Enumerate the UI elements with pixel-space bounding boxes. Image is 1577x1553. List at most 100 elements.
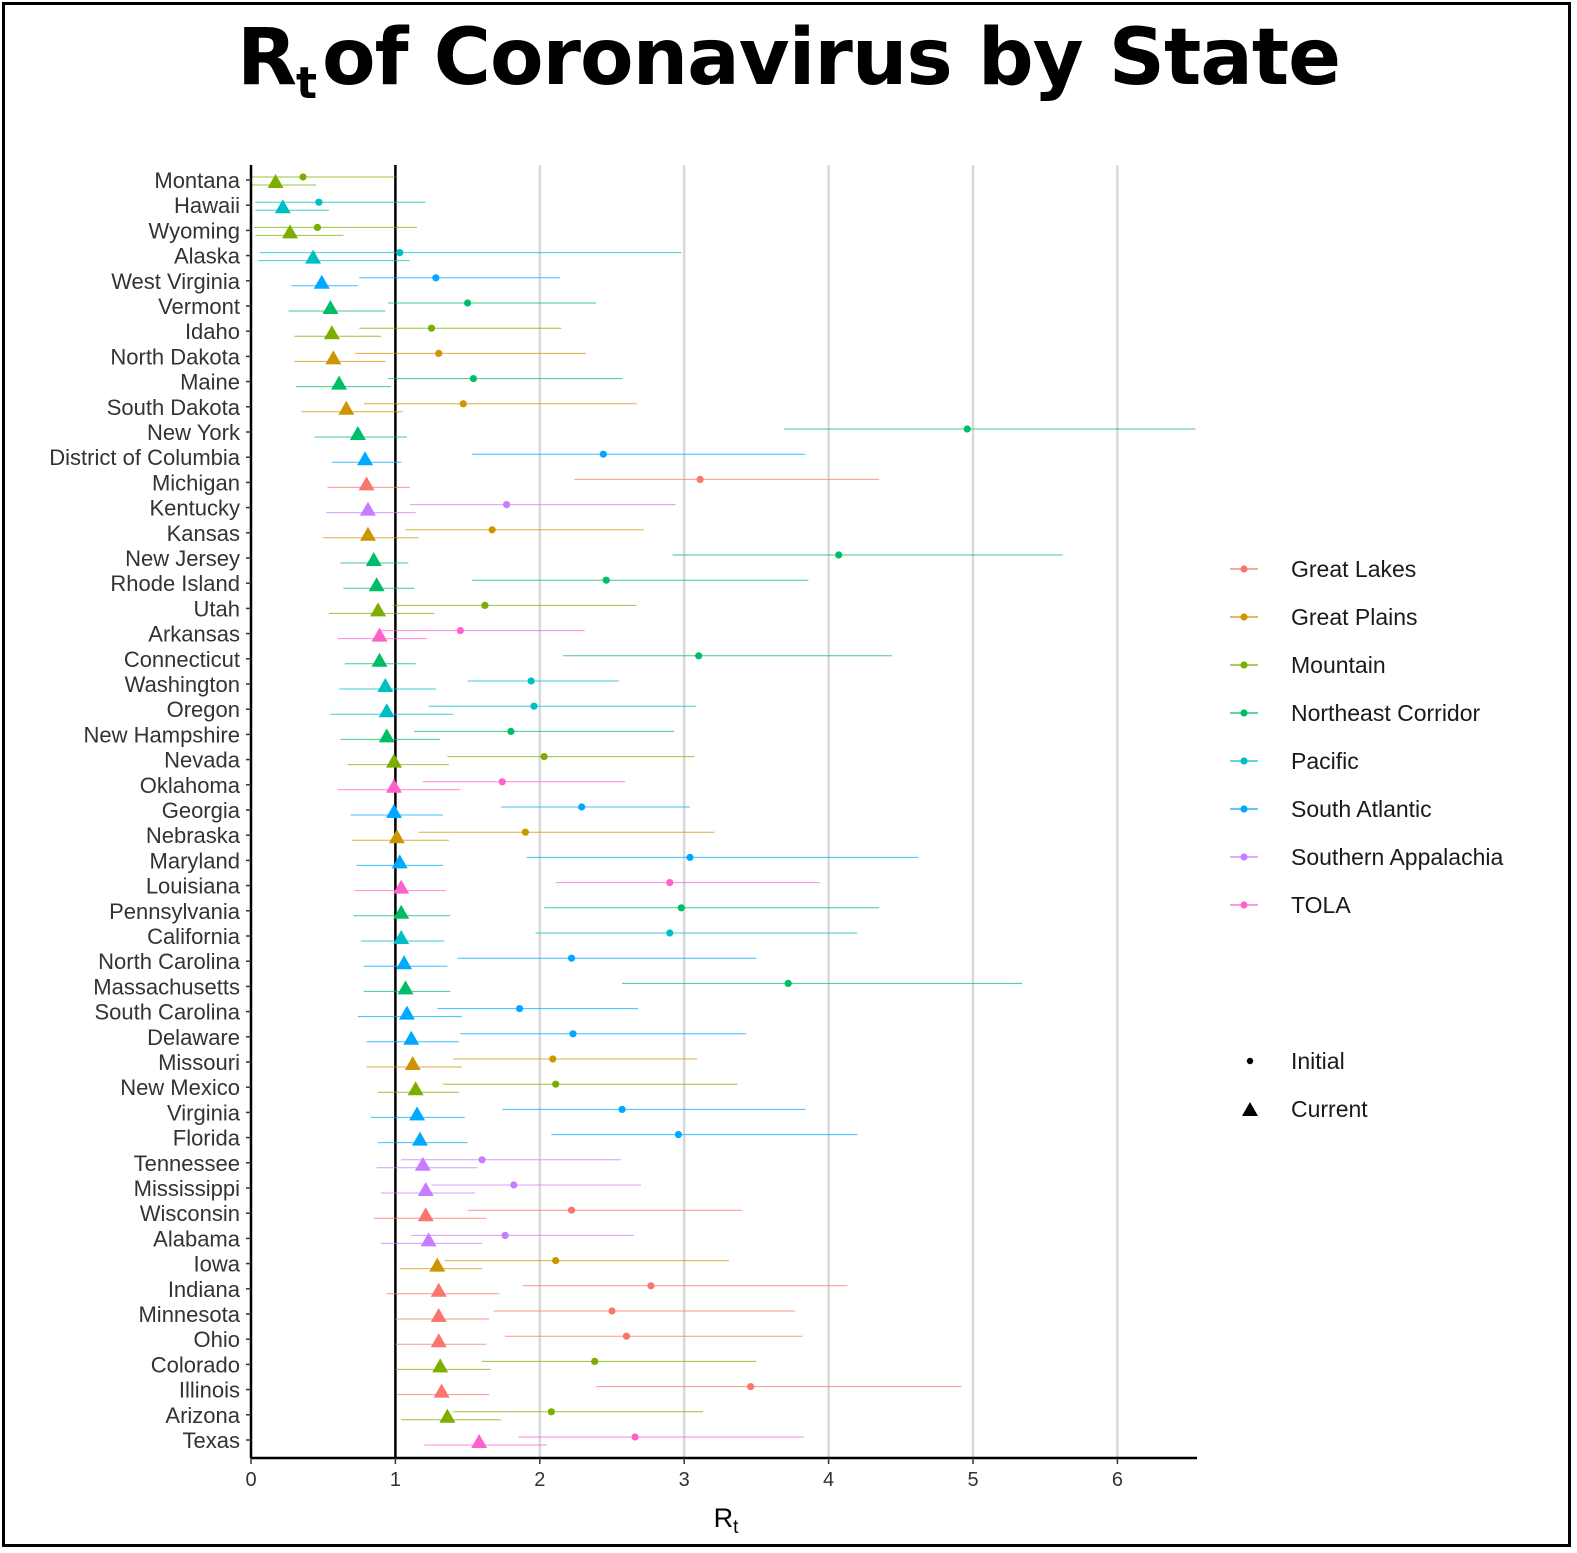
initial-point-washington [527,677,535,685]
initial-point-vermont [464,299,472,307]
initial-point-kansas [488,526,496,534]
current-point-texas [471,1434,488,1448]
legend-item-tola: TOLA [1230,892,1351,918]
current-point-florida [411,1131,428,1146]
y-tick-label-district-of-columbia: District of Columbia [49,445,240,470]
current-point-south-dakota [338,400,355,415]
legend-shape-current: Current [1242,1096,1368,1122]
gridlines [538,165,1119,1458]
y-tick-label-nevada: Nevada [164,748,241,773]
current-point-washington [377,678,394,692]
current-point-wisconsin [417,1207,434,1222]
y-tick-label-hawaii: Hawaii [174,193,240,218]
current-point-georgia [385,804,402,818]
x-axis-title-subscript: t [733,1517,739,1538]
initial-point-nevada [540,753,548,761]
y-tick-label-new-jersey: New Jersey [125,546,240,571]
y-tick-label-arkansas: Arkansas [148,622,240,647]
y-tick-label-oregon: Oregon [167,697,240,722]
y-tick-label-south-carolina: South Carolina [94,1000,240,1025]
state-row-connecticut [344,652,893,667]
initial-point-new-hampshire [507,727,515,736]
legend-item-great-lakes: Great Lakes [1230,556,1416,582]
current-point-tennessee [414,1156,431,1171]
y-tick-label-minnesota: Minnesota [138,1302,240,1327]
current-point-north-carolina [396,955,413,970]
y-tick-label-connecticut: Connecticut [124,647,240,672]
y-tick-label-alaska: Alaska [174,244,241,269]
legend-key-point [1240,805,1248,813]
current-point-new-hampshire [378,728,395,743]
legend-key-point [1240,901,1248,909]
initial-point-tennessee [478,1156,486,1164]
state-row-maine [295,375,623,390]
data-marks [251,173,1196,1448]
state-row-south-dakota [301,400,637,415]
legend-label: Northeast Corridor [1291,700,1481,726]
y-tick-label-iowa: Iowa [194,1252,241,1277]
legend-shape-initial: Initial [1246,1048,1345,1074]
state-row-new-mexico [378,1080,738,1096]
current-point-nevada [385,753,402,768]
state-row-michigan [327,475,880,491]
x-axis-title: Rt [714,1503,740,1538]
y-tick-label-arizona: Arizona [165,1403,240,1428]
initial-point-indiana [647,1282,655,1290]
initial-point-mississippi [510,1181,518,1189]
initial-point-ohio [622,1332,631,1340]
x-tick-label-5: 5 [967,1469,978,1491]
legend-item-south-atlantic: South Atlantic [1230,796,1432,822]
title-rest: of Coronavirus by State [322,13,1341,103]
state-row-district-of-columbia [331,450,806,466]
state-row-mississippi [380,1181,641,1196]
initial-point-michigan [696,475,704,483]
state-row-georgia [350,803,690,818]
legend-label: Southern Appalachia [1291,844,1503,870]
x-tick-label-3: 3 [679,1469,690,1491]
initial-point-alabama [501,1231,509,1239]
y-tick-label-wyoming: Wyoming [149,218,241,243]
legend-item-southern-appalachia: Southern Appalachia [1230,844,1503,870]
state-row-new-hampshire [340,727,675,743]
initial-point-maine [469,375,477,383]
state-row-kansas [323,526,644,541]
current-point-idaho [323,325,340,340]
current-point-missouri [404,1056,421,1070]
axes [249,165,1197,1460]
x-axis-title-main: R [714,1503,734,1533]
legend-label: Great Plains [1291,604,1418,630]
state-row-alabama [380,1231,634,1247]
legend-shape-label: Current [1291,1096,1368,1122]
state-row-kentucky [326,501,676,516]
current-point-maine [331,375,348,390]
x-tick-label-2: 2 [534,1469,545,1491]
initial-point-new-york [963,425,971,433]
title-r: R [236,13,297,103]
y-tick-label-mississippi: Mississippi [134,1176,240,1201]
current-point-connecticut [371,652,388,667]
state-row-colorado [395,1357,757,1373]
x-tick-label-1: 1 [390,1469,401,1491]
legend: Great Lakes Great Plains Mountain Northeast… [1230,556,1503,1122]
current-point-vermont [322,300,339,314]
y-tick-label-georgia: Georgia [162,798,241,823]
current-point-hawaii [274,199,291,214]
initial-point-south-carolina [515,1005,524,1013]
initial-point-wyoming [313,223,322,231]
legend-key-point [1240,613,1248,621]
y-tick-label-north-carolina: North Carolina [98,949,241,974]
current-point-massachusetts [397,980,414,995]
y-tick-label-tennessee: Tennessee [134,1151,240,1176]
state-row-idaho [294,324,562,340]
current-point-kansas [359,526,376,541]
initial-point-pennsylvania [677,904,685,912]
current-point-virginia [409,1106,426,1121]
legend-item-pacific: Pacific [1230,748,1359,774]
current-point-california [393,930,410,944]
state-row-virginia [370,1105,806,1121]
state-row-california [360,929,858,944]
legend-label: Pacific [1291,748,1359,774]
initial-point-north-dakota [435,349,443,357]
state-row-wisconsin [373,1206,742,1222]
legend-key-point [1240,757,1248,765]
